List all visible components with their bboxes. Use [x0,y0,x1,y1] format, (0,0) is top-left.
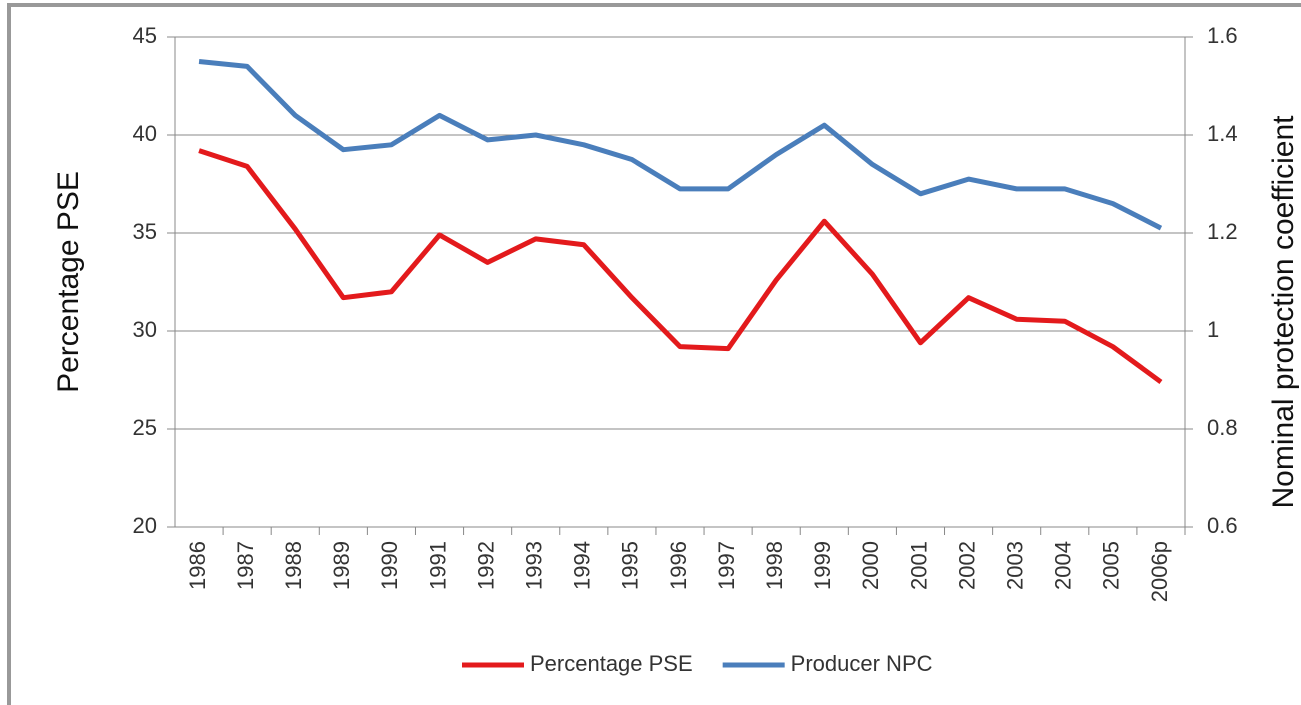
y-axis-title: Percentage PSE [52,171,85,393]
x-tick-label: 1996 [666,541,691,590]
y-tick-label: 30 [133,317,157,342]
y2-tick-label: 0.8 [1207,415,1238,440]
x-tick-label: 1998 [762,541,787,590]
x-tick-label: 1997 [714,541,739,590]
x-tick-label: 1989 [329,541,354,590]
y-tick-label: 25 [133,415,157,440]
y2-tick-label: 1.2 [1207,219,1238,244]
y2-tick-label: 1.6 [1207,23,1238,48]
line-series [198,148,1163,384]
y2-tick-label: 1.4 [1207,121,1238,146]
line-series [198,59,1163,231]
legend-label: Producer NPC [791,651,933,676]
x-tick-label: 1991 [425,541,450,590]
y-tick-label: 40 [133,121,157,146]
x-tick-label: 2003 [1002,541,1027,590]
x-tick-label: 1993 [522,541,547,590]
x-tick-label: 1992 [473,541,498,590]
y2-tick-label: 0.6 [1207,513,1238,538]
frame [7,3,1301,705]
x-tick-label: 1987 [233,541,258,590]
x-tick-label: 2001 [906,541,931,590]
y-tick-label: 45 [133,23,157,48]
y2-tick-label: 1 [1207,317,1219,342]
x-tick-label: 1999 [810,541,835,590]
x-tick-label: 1988 [281,541,306,590]
x-tick-label: 1995 [618,541,643,590]
x-tick-label: 2004 [1051,541,1076,590]
y-tick-label: 20 [133,513,157,538]
x-tick-label: 2005 [1099,541,1124,590]
x-tick-label: 1986 [185,541,210,590]
x-tick-label: 2002 [954,541,979,590]
y-tick-label: 35 [133,219,157,244]
x-tick-label: 1994 [570,541,595,590]
x-tick-label: 2006p [1147,541,1172,602]
x-tick-label: 1990 [377,541,402,590]
x-tick-label: 2000 [858,541,883,590]
y2-axis-title: Nominal protection coefficient [1267,115,1300,509]
legend-label: Percentage PSE [530,651,693,676]
